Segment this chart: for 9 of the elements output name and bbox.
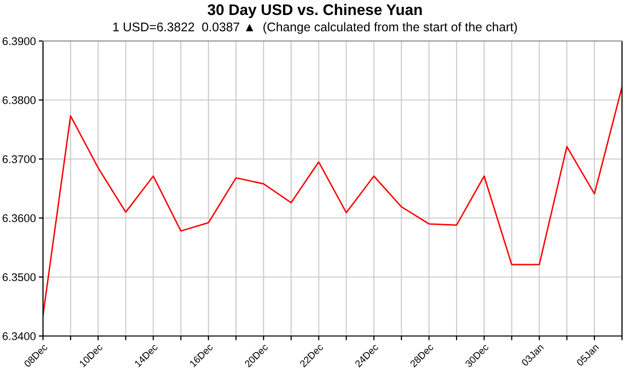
line-series	[43, 86, 622, 316]
y-tick-label: 6.3800	[2, 96, 36, 104]
chart-subtitle: 1 USD=6.3822 0.0387 ▲ (Change calculated from the start of the chart)	[113, 22, 517, 34]
chart-title: 30 Day USD vs. Chinese Yuan	[208, 4, 422, 18]
y-tick-label: 6.3900	[2, 37, 36, 46]
y-tick-label: 6.3600	[2, 214, 36, 222]
y-tick-label: 6.3400	[2, 332, 36, 340]
y-tick-label: 6.3500	[2, 273, 36, 282]
y-tick-label: 6.3700	[2, 155, 36, 164]
